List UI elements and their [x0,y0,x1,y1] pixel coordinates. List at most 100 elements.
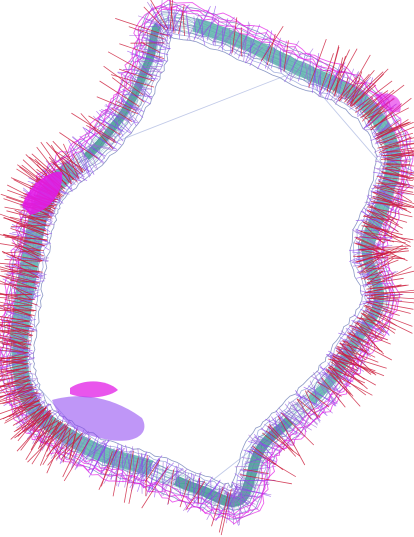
red-spike [0,315,31,322]
purple-hatch [351,229,380,248]
purple-hatch [272,419,306,437]
magenta-blob-bottom [70,381,118,398]
red-spike [386,153,414,161]
red-spike [339,342,367,352]
purple-hatch [237,485,258,503]
purple-hatch [210,480,212,513]
magenta-blob-right [375,93,401,113]
red-spike [39,421,59,466]
purple-hatch [359,231,377,247]
red-spike [351,84,377,107]
red-spike [46,420,62,452]
red-spike [0,375,30,388]
red-spike [372,201,414,208]
purple-hatch [77,139,89,172]
red-spike [243,468,269,474]
red-spike [0,323,29,332]
red-spike [339,77,349,102]
purple-hatch [222,27,237,48]
red-spike [367,308,413,327]
red-spike [5,319,32,328]
red-spike [267,425,297,457]
red-spike [0,268,35,278]
red-spike [239,474,292,485]
red-spike [22,216,47,222]
purple-hatch [147,1,170,37]
red-spike [185,481,206,511]
purple-hatch [116,116,121,136]
purple-hatch [78,142,95,175]
purple-hatch [229,27,232,54]
red-spike [367,206,413,218]
red-spike [321,377,346,408]
red-spike [115,18,170,37]
red-spike [0,342,26,350]
red-spike [11,395,37,406]
purple-hatch [373,196,397,214]
red-spike [265,430,301,457]
purple-hatch [175,476,191,486]
red-spike [178,5,185,35]
red-spike [3,379,29,385]
purple-hatch [142,458,159,482]
red-spike [337,352,387,369]
red-spike [62,437,83,478]
red-spike [0,349,29,354]
red-spike [169,0,175,34]
red-spike [363,214,387,227]
red-spike [331,358,349,377]
red-spike [0,386,34,398]
red-spike [296,398,312,420]
purple-hatch [79,135,103,156]
red-spike [49,426,69,444]
red-spike [140,41,161,53]
red-spike [357,244,404,268]
red-spike [2,339,27,346]
red-spike [366,209,399,233]
red-spike [0,297,35,300]
purple-hatch [141,36,166,49]
purple-hatch [104,108,131,123]
red-spike [88,115,121,136]
purple-hatch [370,191,412,195]
red-spike [46,426,68,474]
purple-hatch [187,472,193,501]
red-spike [325,369,351,395]
red-spike [115,100,136,111]
red-spike [369,266,412,288]
purple-hatch [90,144,118,152]
purple-hatch [198,19,206,46]
red-spike [182,12,185,36]
purple-hatch [88,444,108,478]
red-spike [374,186,414,196]
red-spike [20,410,52,451]
red-spike [377,119,401,137]
red-spike [25,415,54,461]
red-spike [381,171,414,180]
red-spike [23,240,43,246]
red-spike [367,284,409,293]
red-spike [371,292,394,296]
red-spike [380,182,408,185]
purple-hatch [136,57,162,74]
red-spike [9,306,33,317]
purple-hatch [18,296,36,309]
red-spike [0,356,29,359]
red-spike [17,406,47,437]
red-spike [350,68,389,107]
purple-hatch [233,492,235,525]
red-spike [72,153,84,173]
purple-hatch [139,47,169,55]
red-spike [283,40,289,72]
purple-hatch [369,293,389,314]
purple-hatch [229,489,256,497]
red-spike [365,310,413,334]
purple-hatch [319,64,322,95]
red-spike [4,299,33,306]
red-spike [101,451,113,487]
red-spike [355,80,393,110]
red-spike [0,359,29,365]
red-spike [9,396,34,418]
red-spike [358,247,407,268]
red-spike [371,197,404,207]
